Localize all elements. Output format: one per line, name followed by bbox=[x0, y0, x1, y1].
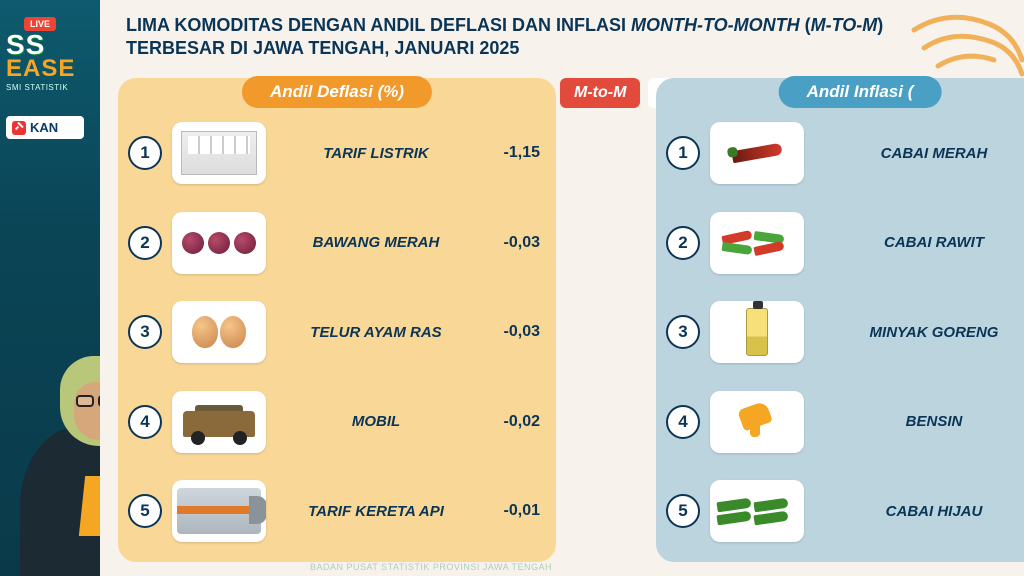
source-footer: BADAN PUSAT STATISTIK PROVINSI JAWA TENG… bbox=[310, 562, 552, 572]
rank-badge: 3 bbox=[128, 315, 162, 349]
thumb-oil-icon bbox=[710, 301, 804, 363]
table-row: 3 MINYAK GORENG bbox=[666, 293, 1024, 371]
deflasi-rows: 1 TARIF LISTRIK -1,15 2 BAWANG MERAH -0,… bbox=[128, 114, 546, 550]
thumb-chili-red-icon bbox=[710, 122, 804, 184]
title-em: MONTH-TO-MONTH bbox=[631, 15, 800, 35]
inflasi-rows: 1 CABAI MERAH 2 CABAI RAWIT 3 MINYAK GOR… bbox=[666, 114, 1024, 550]
item-label: MINYAK GORENG bbox=[814, 324, 1024, 341]
item-value: -1,15 bbox=[486, 144, 546, 162]
title-em2: M-TO-M bbox=[811, 15, 878, 35]
slide-title: LIMA KOMODITAS DENGAN ANDIL DEFLASI DAN … bbox=[126, 14, 894, 59]
table-row: 4 MOBIL -0,02 bbox=[128, 383, 546, 461]
thumb-car-icon bbox=[172, 391, 266, 453]
thumb-egg-icon bbox=[172, 301, 266, 363]
table-row: 2 BAWANG MERAH -0,03 bbox=[128, 204, 546, 282]
brand-subtitle: SMI STATISTIK bbox=[6, 83, 94, 92]
kan-text: KAN bbox=[30, 120, 58, 135]
rank-badge: 2 bbox=[666, 226, 700, 260]
item-label: CABAI MERAH bbox=[814, 145, 1024, 162]
item-value: -0,03 bbox=[486, 234, 546, 252]
thumb-chili-mix-icon bbox=[710, 212, 804, 274]
item-label: BENSIN bbox=[814, 413, 1024, 430]
screenshot-root: LIVE SS EASE SMI STATISTIK KAN LIMA KOMO… bbox=[0, 0, 1024, 576]
item-label: TARIF LISTRIK bbox=[276, 145, 476, 162]
item-value: -0,01 bbox=[486, 502, 546, 520]
title-part: ) bbox=[877, 15, 883, 35]
item-label: CABAI RAWIT bbox=[814, 234, 1024, 251]
rank-badge: 5 bbox=[666, 494, 700, 528]
thumb-onion-icon bbox=[172, 212, 266, 274]
rank-badge: 4 bbox=[128, 405, 162, 439]
item-value: -0,03 bbox=[486, 323, 546, 341]
item-label: TELUR AYAM RAS bbox=[276, 324, 476, 341]
table-row: 3 TELUR AYAM RAS -0,03 bbox=[128, 293, 546, 371]
inflasi-panel: Andil Inflasi ( 1 CABAI MERAH 2 CABAI RA… bbox=[656, 78, 1024, 562]
rank-badge: 4 bbox=[666, 405, 700, 439]
item-label: MOBIL bbox=[276, 413, 476, 430]
title-line2: TERBESAR DI JAWA TENGAH, JANUARI 2025 bbox=[126, 38, 519, 58]
deflasi-panel: Andil Deflasi (%) 1 TARIF LISTRIK -1,15 … bbox=[118, 78, 556, 562]
item-label: CABAI HIJAU bbox=[814, 503, 1024, 520]
title-part: LIMA KOMODITAS DENGAN ANDIL DEFLASI DAN … bbox=[126, 15, 631, 35]
table-row: 2 CABAI RAWIT bbox=[666, 204, 1024, 282]
table-row: 5 CABAI HIJAU bbox=[666, 472, 1024, 550]
thumb-fuel-icon bbox=[710, 391, 804, 453]
rank-badge: 2 bbox=[128, 226, 162, 260]
rank-badge: 1 bbox=[128, 136, 162, 170]
item-label: BAWANG MERAH bbox=[276, 234, 476, 251]
kan-logo: KAN bbox=[6, 116, 84, 139]
table-row: 5 TARIF KERETA API -0,01 bbox=[128, 472, 546, 550]
deflasi-header: Andil Deflasi (%) bbox=[242, 76, 432, 108]
brand-line-1: SS bbox=[6, 32, 94, 57]
table-row: 1 TARIF LISTRIK -1,15 bbox=[128, 114, 546, 192]
thumb-electric-icon bbox=[172, 122, 266, 184]
title-part: ( bbox=[800, 15, 811, 35]
table-row: 4 BENSIN bbox=[666, 383, 1024, 461]
mtom-label: M-to-M bbox=[560, 78, 640, 108]
item-label: TARIF KERETA API bbox=[276, 503, 476, 520]
rank-badge: 5 bbox=[128, 494, 162, 528]
rank-badge: 3 bbox=[666, 315, 700, 349]
rank-badge: 1 bbox=[666, 136, 700, 170]
brand-line-2: EASE bbox=[6, 57, 94, 81]
thumb-train-icon bbox=[172, 480, 266, 542]
item-value: -0,02 bbox=[486, 413, 546, 431]
presentation-slide: LIMA KOMODITAS DENGAN ANDIL DEFLASI DAN … bbox=[100, 0, 1024, 576]
inflasi-header: Andil Inflasi ( bbox=[779, 76, 942, 108]
thumb-chili-green-icon bbox=[710, 480, 804, 542]
check-icon bbox=[12, 121, 26, 135]
table-row: 1 CABAI MERAH bbox=[666, 114, 1024, 192]
